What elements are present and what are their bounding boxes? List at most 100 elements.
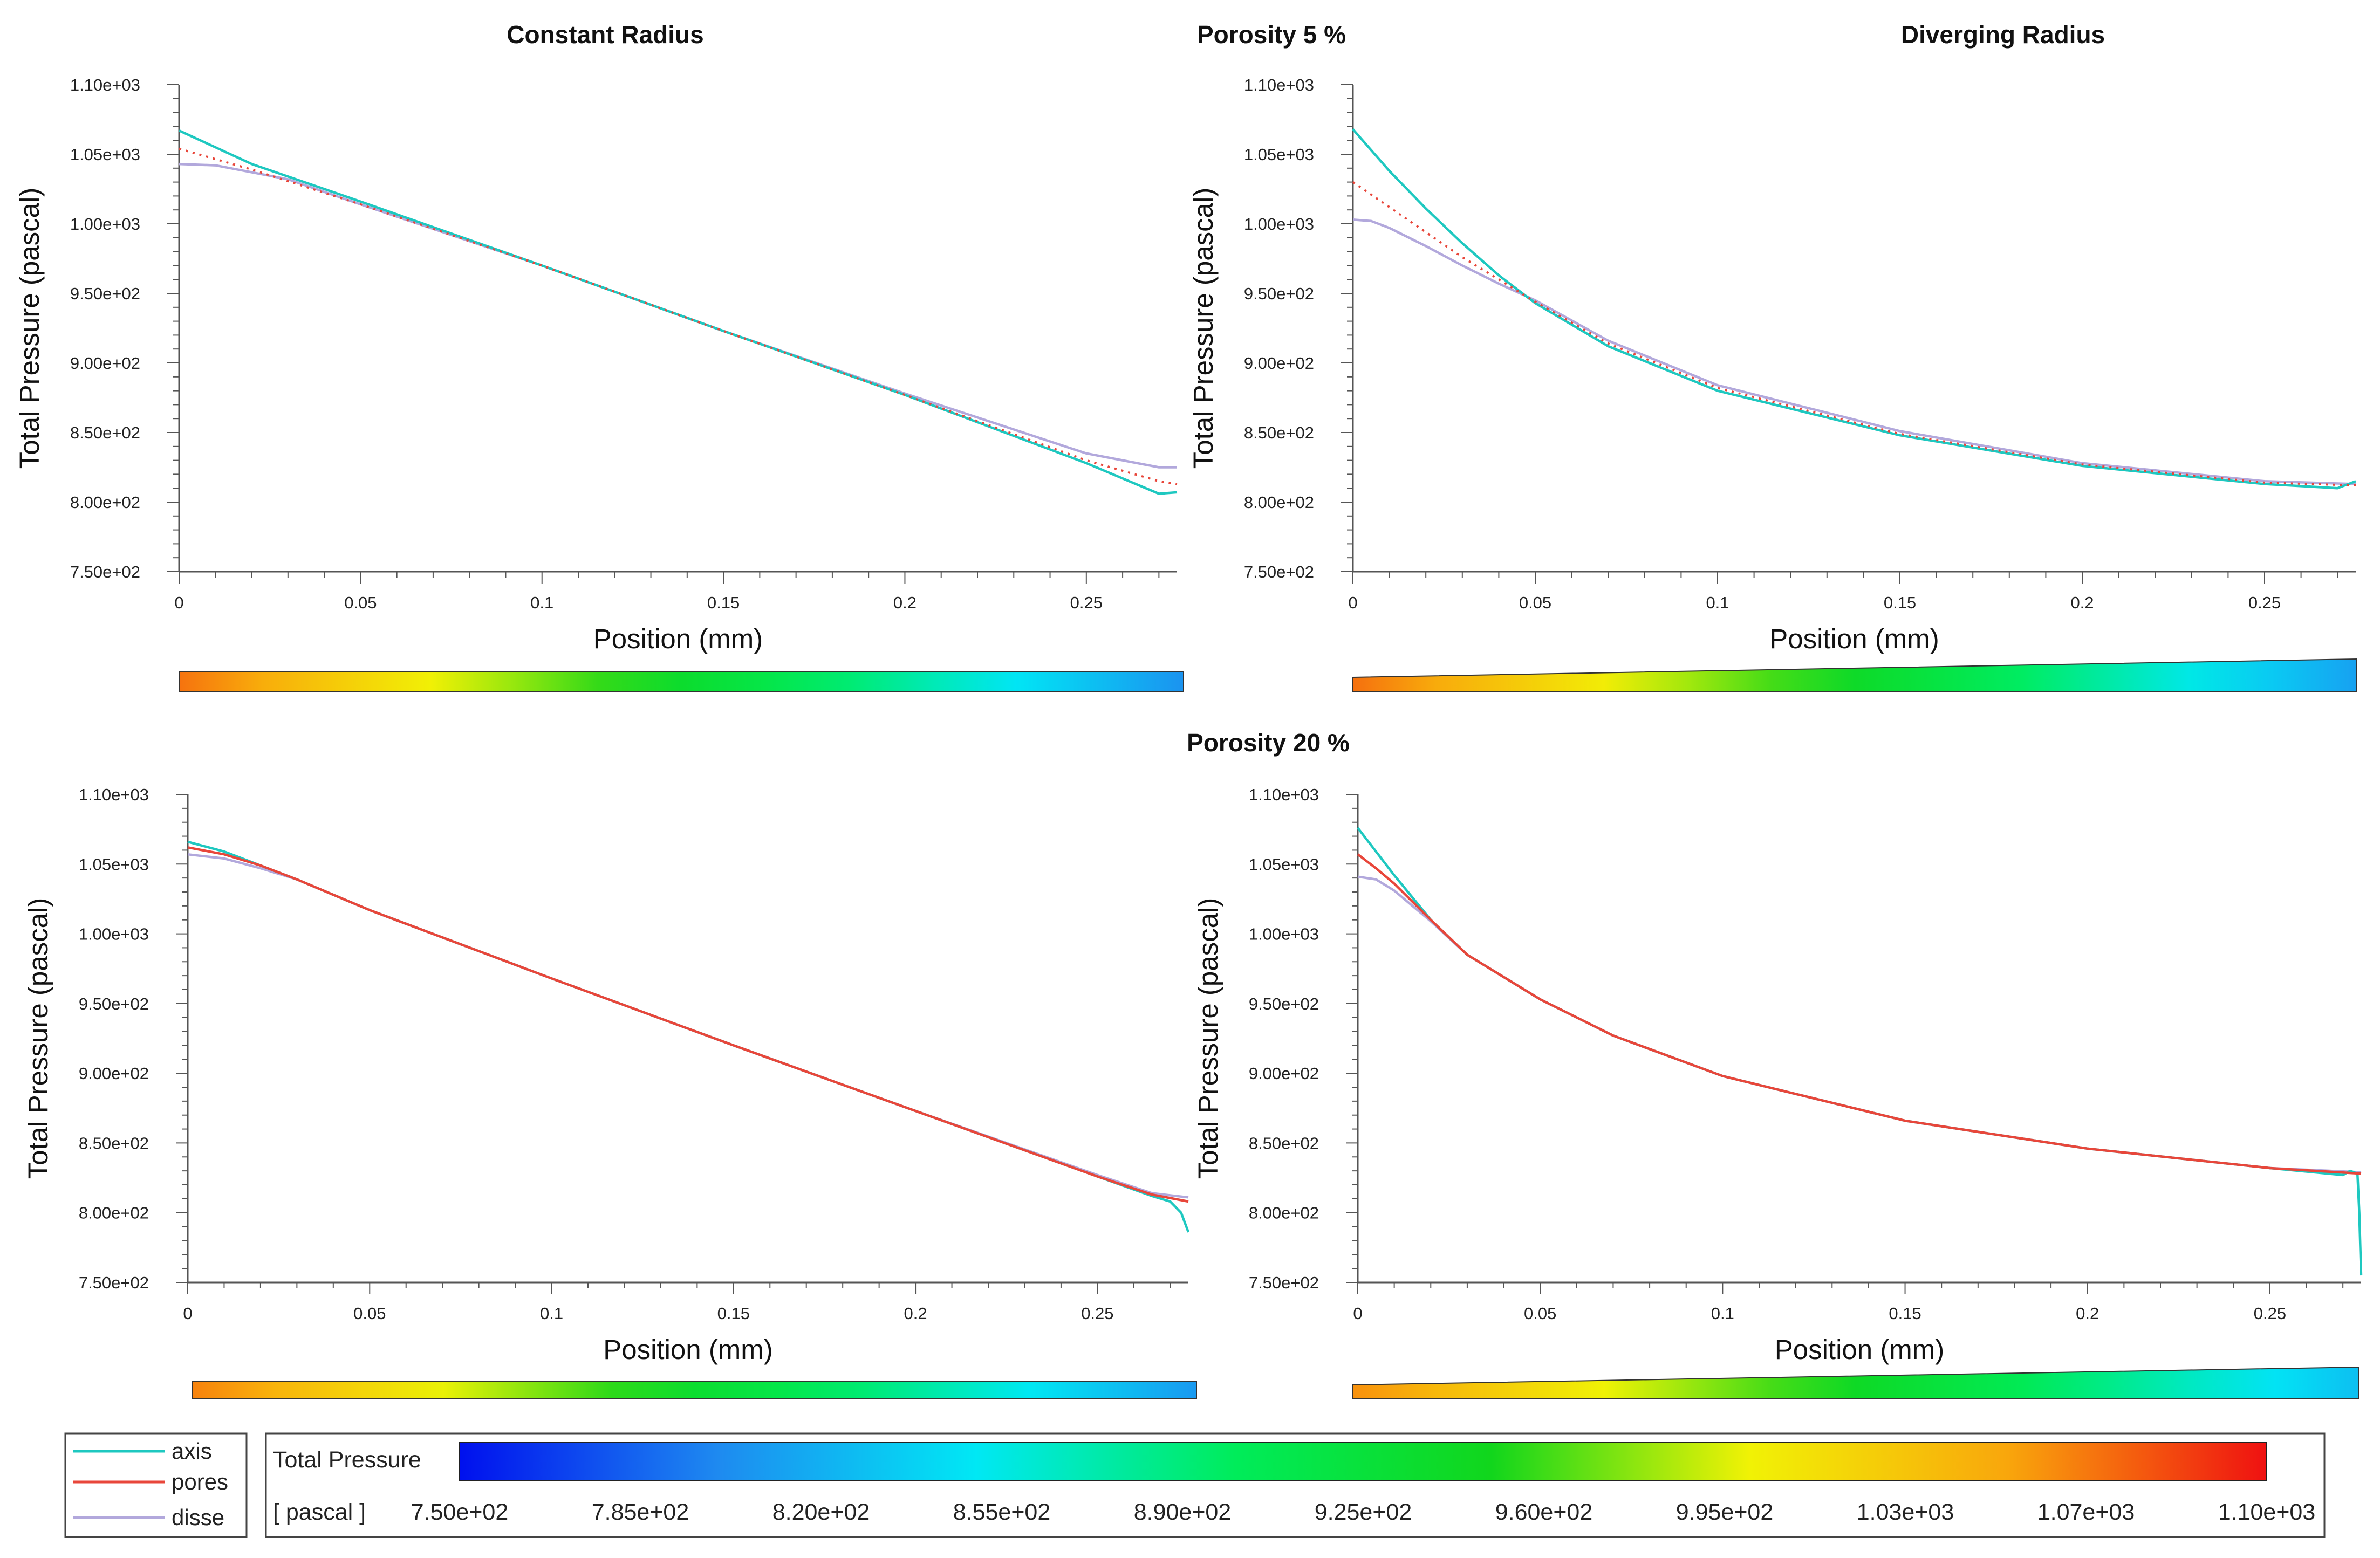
y-tick-label: 9.50e+02	[1249, 994, 1319, 1013]
colorbar-unit: [ pascal ]	[273, 1499, 366, 1525]
y-tick-label: 8.50e+02	[79, 1134, 149, 1152]
legend-label-axis: axis	[172, 1438, 212, 1464]
y-axis-label: Total Pressure (pascal)	[1193, 898, 1223, 1179]
x-tick-label: 0.05	[344, 593, 377, 612]
y-tick-label: 9.00e+02	[70, 354, 140, 373]
x-tick-label: 0.1	[1706, 593, 1729, 612]
y-tick-label: 1.10e+03	[70, 76, 140, 94]
x-tick-label: 0.2	[2070, 593, 2094, 612]
series-line-disse	[187, 853, 1189, 1199]
vessel-bar-shape	[1352, 1366, 2359, 1399]
y-tick-label: 7.50e+02	[1244, 562, 1314, 581]
y-tick-label: 8.50e+02	[1249, 1134, 1319, 1152]
y-tick-label: 7.50e+02	[1249, 1273, 1319, 1292]
series-line-axis	[179, 129, 1178, 495]
y-tick-label: 9.50e+02	[79, 994, 149, 1013]
y-tick-label: 8.00e+02	[1249, 1204, 1319, 1223]
x-tick-label: 0	[1348, 593, 1357, 612]
chart-panel-porosity5-diverging: 7.50e+02 8.00e+02 8.50e+02 9.00e+02 9.50e+02…	[1188, 76, 2356, 654]
series-line-pores	[1357, 853, 2362, 1175]
series-line-pores	[179, 147, 1178, 485]
vessel-bar-porosity20-constant	[192, 1381, 1197, 1399]
y-tick-label: 1.10e+03	[1244, 76, 1314, 94]
x-tick-label: 0.1	[540, 1304, 563, 1323]
y-tick-label: 9.00e+02	[79, 1064, 149, 1083]
x-axis-label: Position (mm)	[1769, 623, 1939, 654]
y-tick-label: 9.00e+02	[1249, 1064, 1319, 1083]
vessel-bar-porosity5-constant	[179, 671, 1184, 692]
colorbar-tick-label: 8.90e+02	[1134, 1499, 1232, 1525]
x-tick-label: 0.15	[1884, 593, 1916, 612]
title-porosity-20: Porosity 20 %	[1187, 729, 1350, 757]
y-tick-label: 1.05e+03	[1249, 855, 1319, 874]
y-axis-label: Total Pressure (pascal)	[23, 898, 53, 1179]
y-tick-label: 1.00e+03	[1249, 925, 1319, 944]
colorbar-tick-label: 1.03e+03	[1857, 1499, 1954, 1525]
y-tick-label: 8.00e+02	[1244, 493, 1314, 512]
y-tick-label: 7.50e+02	[79, 1273, 149, 1292]
y-tick-label: 1.05e+03	[79, 855, 149, 874]
vessel-bar-shape	[192, 1381, 1197, 1399]
y-tick-label: 8.00e+02	[79, 1204, 149, 1223]
y-tick-label: 7.50e+02	[70, 562, 140, 581]
x-tick-label: 0	[1353, 1304, 1362, 1323]
legend-label-disse: disse	[172, 1505, 224, 1530]
x-tick-label: 0.05	[1524, 1304, 1556, 1323]
y-tick-label: 8.50e+02	[1244, 423, 1314, 442]
y-tick-label: 9.50e+02	[70, 284, 140, 303]
x-tick-label: 0.25	[1081, 1304, 1113, 1323]
chart-panel-porosity20-diverging: 7.50e+02 8.00e+02 8.50e+02 9.00e+02 9.50e+02…	[1193, 785, 2363, 1365]
series-line-axis	[187, 840, 1190, 1233]
colorbar-tick-label: 8.55e+02	[953, 1499, 1051, 1525]
x-tick-label: 0	[174, 593, 183, 612]
vessel-bar-shape	[1352, 658, 2357, 692]
chart-panel-porosity5-constant: 7.50e+02 8.00e+02 8.50e+02 9.00e+02 9.50e+02…	[14, 76, 1178, 654]
legend: axis pores disse	[64, 1432, 248, 1538]
y-tick-label: 1.00e+03	[70, 215, 140, 234]
colorbar-title: Total Pressure	[273, 1447, 421, 1473]
y-tick-label: 1.05e+03	[70, 145, 140, 164]
y-tick-label: 1.10e+03	[1249, 785, 1319, 804]
colorbar: Total Pressure [ pascal ] 7.50e+02 7.85e+…	[265, 1432, 2326, 1538]
y-tick-label: 9.50e+02	[1244, 284, 1314, 303]
vessel-bar-shape	[179, 671, 1184, 692]
x-tick-label: 0.15	[1889, 1304, 1921, 1323]
x-tick-label: 0.15	[707, 593, 740, 612]
y-tick-label: 1.00e+03	[1244, 215, 1314, 234]
x-axis-label: Position (mm)	[603, 1334, 773, 1365]
y-tick-label: 1.00e+03	[79, 925, 149, 944]
x-tick-label: 0.25	[2248, 593, 2281, 612]
title-constant-radius: Constant Radius	[507, 20, 703, 49]
x-tick-label: 0.2	[2076, 1304, 2099, 1323]
series-line-disse	[1357, 875, 2362, 1173]
colorbar-tick-label: 9.60e+02	[1495, 1499, 1593, 1525]
x-axis-label: Position (mm)	[1775, 1334, 1945, 1365]
colorbar-ticks: 7.50e+02 7.85e+02 8.20e+02 8.55e+02 8.90e+02…	[411, 1499, 2316, 1525]
title-diverging-radius: Diverging Radius	[1901, 20, 2105, 49]
x-tick-label: 0.15	[717, 1304, 750, 1323]
colorbar-gradient	[459, 1442, 2267, 1481]
x-tick-label: 0.1	[1711, 1304, 1734, 1323]
y-axis-label: Total Pressure (pascal)	[1188, 188, 1219, 469]
series-line-pores	[1352, 181, 2356, 486]
x-tick-label: 0.1	[530, 593, 553, 612]
series-line-axis	[1352, 128, 2356, 490]
colorbar-tick-label: 7.50e+02	[411, 1499, 509, 1525]
y-tick-label: 8.50e+02	[70, 423, 140, 442]
colorbar-tick-label: 7.85e+02	[592, 1499, 689, 1525]
series-line-disse	[1352, 218, 2356, 485]
y-tick-label: 1.10e+03	[79, 785, 149, 804]
y-tick-label: 9.00e+02	[1244, 354, 1314, 373]
y-tick-label: 1.05e+03	[1244, 145, 1314, 164]
colorbar-tick-label: 9.25e+02	[1315, 1499, 1412, 1525]
x-tick-label: 0.05	[353, 1304, 386, 1323]
colorbar-tick-label: 8.20e+02	[772, 1499, 870, 1525]
series-line-pores	[187, 846, 1189, 1203]
title-porosity-5: Porosity 5 %	[1197, 20, 1346, 49]
vessel-bar-porosity20-diverging	[1352, 1366, 2359, 1399]
vessel-bar-porosity5-diverging	[1352, 658, 2357, 692]
x-tick-label: 0.25	[2254, 1304, 2286, 1323]
y-tick-label: 8.00e+02	[70, 493, 140, 512]
series-line-axis	[1357, 827, 2363, 1276]
